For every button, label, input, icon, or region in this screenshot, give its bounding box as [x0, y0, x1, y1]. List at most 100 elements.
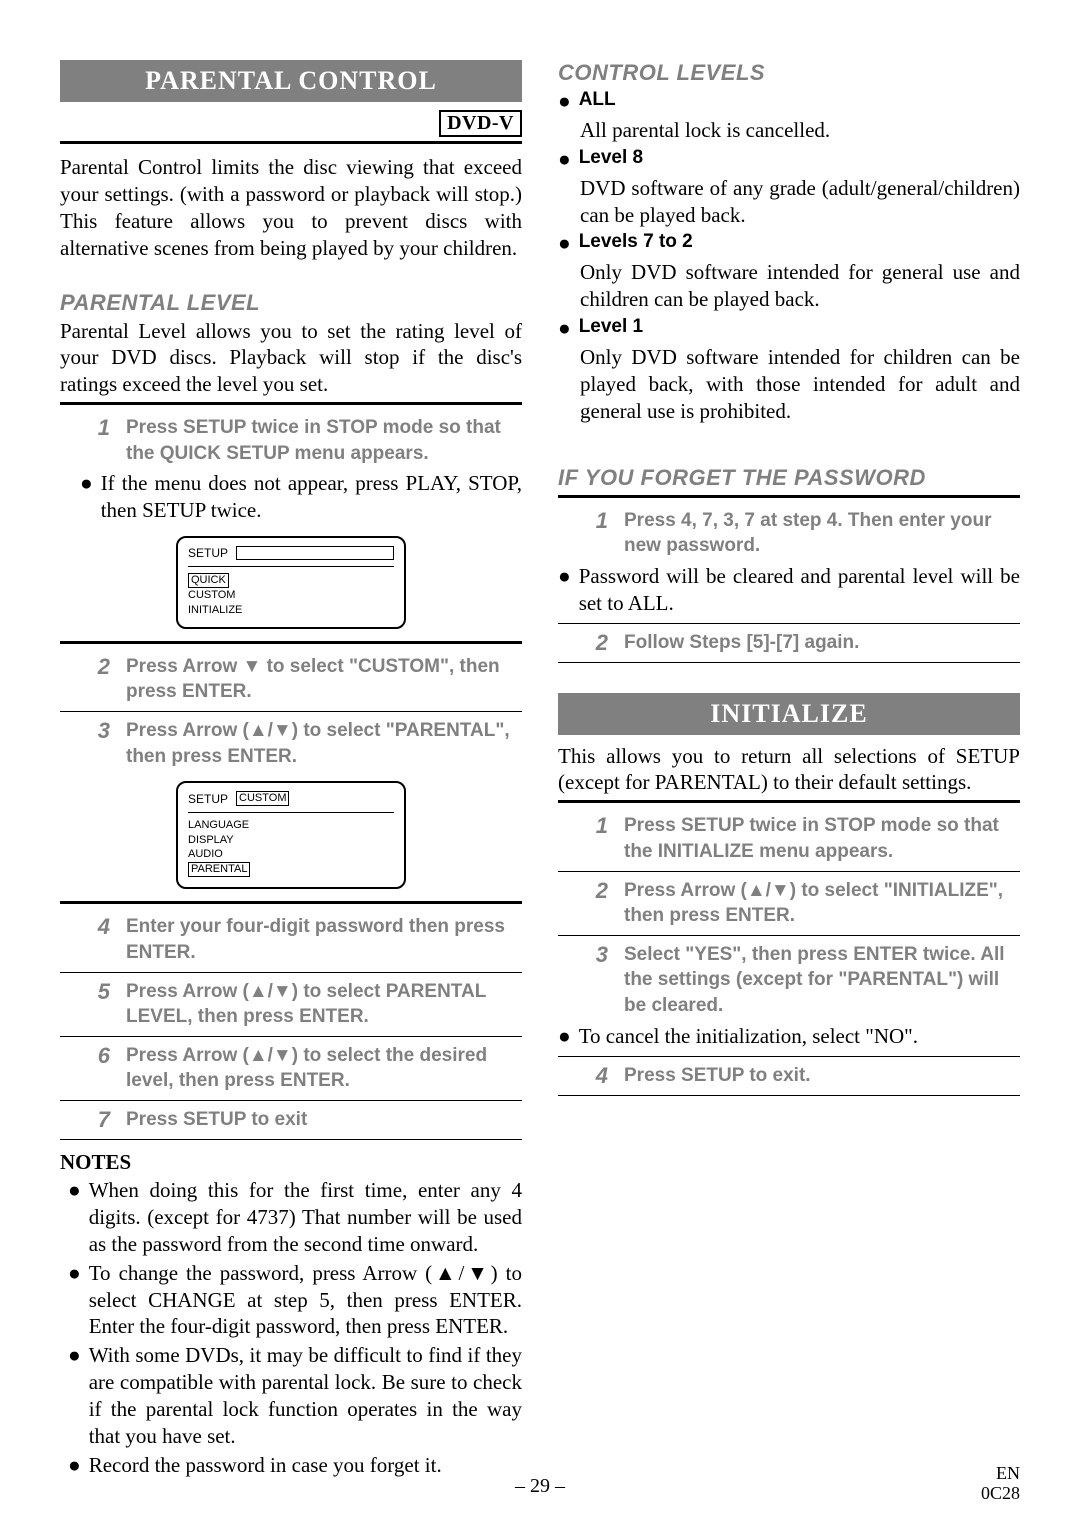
footer-code: EN 0C28 [981, 1464, 1020, 1504]
bullet-dot: ● [80, 470, 93, 524]
menu-item: INITIALIZE [188, 604, 394, 617]
step-5: 5 Press Arrow (▲/▼) to select PARENTAL L… [60, 979, 522, 1030]
step-number: 6 [90, 1043, 110, 1094]
step-text: Press SETUP to exit. [624, 1063, 811, 1089]
step-text: Select "YES", then press ENTER twice. Al… [624, 942, 1020, 1019]
step-4: 4 Enter your four-digit password then pr… [60, 914, 522, 965]
step-number: 3 [588, 942, 608, 1019]
bullet-text: If the menu does not appear, press PLAY,… [101, 470, 522, 524]
divider [60, 402, 522, 405]
forgot-password-heading: IF YOU FORGET THE PASSWORD [558, 465, 1020, 491]
note-item: ●With some DVDs, it may be difficult to … [60, 1342, 522, 1450]
step-number: 1 [588, 813, 608, 864]
step-text: Press Arrow (▲/▼) to select PARENTAL LEV… [126, 979, 522, 1030]
step-number: 5 [90, 979, 110, 1030]
divider [558, 1056, 1020, 1057]
step-number: 4 [90, 914, 110, 965]
step-text: Press SETUP to exit [126, 1107, 307, 1133]
parental-level-text: Parental Level allows you to set the rat… [60, 318, 522, 399]
menu-title: SETUP [188, 792, 228, 806]
divider [60, 711, 522, 712]
control-levels-heading: CONTROL LEVELS [558, 60, 1020, 86]
init-step-3: 3 Select "YES", then press ENTER twice. … [558, 942, 1020, 1019]
menu-item: PARENTAL [188, 862, 250, 877]
step-text: Press Arrow ▼ to select "CUSTOM", then p… [126, 654, 522, 705]
level-8: ●Level 8 [558, 146, 1020, 173]
step-number: 1 [588, 508, 608, 559]
forgot-step-1: 1 Press 4, 7, 3, 7 at step 4. Then enter… [558, 508, 1020, 559]
divider [558, 935, 1020, 936]
menu-field [236, 546, 394, 560]
step-number: 3 [90, 718, 110, 769]
step-2: 2 Press Arrow ▼ to select "CUSTOM", then… [60, 654, 522, 705]
step-text: Press SETUP twice in STOP mode so that t… [126, 415, 522, 466]
page-number: – 29 – [0, 1475, 1080, 1498]
menu-item: QUICK [188, 573, 229, 588]
menu-item: CUSTOM [188, 589, 394, 602]
level-all: ●ALL [558, 88, 1020, 115]
parental-level-heading: PARENTAL LEVEL [60, 290, 522, 316]
divider [60, 1100, 522, 1101]
step-7: 7 Press SETUP to exit [60, 1107, 522, 1133]
level-all-text: All parental lock is cancelled. [558, 117, 1020, 144]
divider [60, 1036, 522, 1037]
step-3: 3 Press Arrow (▲/▼) to select "PARENTAL"… [60, 718, 522, 769]
step-number: 7 [90, 1107, 110, 1133]
step-text: Press 4, 7, 3, 7 at step 4. Then enter y… [624, 508, 1020, 559]
dvd-badge-row: DVD-V [60, 110, 522, 137]
parental-control-banner: PARENTAL CONTROL [60, 60, 522, 102]
initialize-banner: INITIALIZE [558, 693, 1020, 735]
level-1-text: Only DVD software intended for children … [558, 344, 1020, 425]
step-number: 2 [588, 630, 608, 656]
step-text: Press SETUP twice in STOP mode so that t… [624, 813, 1020, 864]
step-6: 6 Press Arrow (▲/▼) to select the desire… [60, 1043, 522, 1094]
notes-list: ●When doing this for the first time, ent… [60, 1177, 522, 1479]
init-step-1: 1 Press SETUP twice in STOP mode so that… [558, 813, 1020, 864]
step-text: Press Arrow (▲/▼) to select the desired … [126, 1043, 522, 1094]
divider [558, 623, 1020, 624]
left-column: PARENTAL CONTROL DVD-V Parental Control … [60, 60, 522, 1481]
footer-code-value: 0C28 [981, 1484, 1020, 1504]
divider [60, 972, 522, 973]
menu-item: LANGUAGE [188, 819, 394, 832]
setup-menu-diagram-1: SETUP QUICK CUSTOM INITIALIZE [176, 536, 406, 629]
step-number: 4 [588, 1063, 608, 1089]
forgot-bullet: ●Password will be cleared and parental l… [558, 563, 1020, 617]
step-text: Press Arrow (▲/▼) to select "INITIALIZE"… [624, 878, 1020, 929]
setup-menu-diagram-2: SETUP CUSTOM LANGUAGE DISPLAY AUDIO PARE… [176, 781, 406, 889]
page-columns: PARENTAL CONTROL DVD-V Parental Control … [60, 60, 1020, 1481]
step-number: 2 [90, 654, 110, 705]
note-item: ●To change the password, press Arrow (▲/… [60, 1260, 522, 1341]
step-number: 2 [588, 878, 608, 929]
divider [558, 1095, 1020, 1096]
dvd-v-badge: DVD-V [439, 110, 522, 137]
step-text: Follow Steps [5]-[7] again. [624, 630, 859, 656]
step-text: Press Arrow (▲/▼) to select "PARENTAL", … [126, 718, 522, 769]
menu-item: AUDIO [188, 848, 394, 861]
menu-item: DISPLAY [188, 834, 394, 847]
level-8-text: DVD software of any grade (adult/general… [558, 175, 1020, 229]
init-step-2: 2 Press Arrow (▲/▼) to select "INITIALIZ… [558, 878, 1020, 929]
level-7-2: ●Levels 7 to 2 [558, 230, 1020, 257]
step-text: Enter your four-digit password then pres… [126, 914, 522, 965]
level-1: ●Level 1 [558, 315, 1020, 342]
menu-title: SETUP [188, 546, 228, 560]
footer-lang: EN [981, 1464, 1020, 1484]
divider [558, 871, 1020, 872]
note-item: ●When doing this for the first time, ent… [60, 1177, 522, 1258]
step-1: 1 Press SETUP twice in STOP mode so that… [60, 415, 522, 466]
divider [60, 641, 522, 644]
menu-sub: CUSTOM [236, 791, 289, 806]
divider [558, 495, 1020, 498]
divider [60, 141, 522, 144]
divider [60, 901, 522, 904]
divider [558, 662, 1020, 663]
level-7-2-text: Only DVD software intended for general u… [558, 259, 1020, 313]
right-column: CONTROL LEVELS ●ALL All parental lock is… [558, 60, 1020, 1481]
init-bullet: ●To cancel the initialization, select "N… [558, 1023, 1020, 1050]
divider [558, 800, 1020, 803]
intro-text: Parental Control limits the disc viewing… [60, 154, 522, 262]
initialize-intro: This allows you to return all selections… [558, 743, 1020, 797]
init-step-4: 4 Press SETUP to exit. [558, 1063, 1020, 1089]
step-number: 1 [90, 415, 110, 466]
